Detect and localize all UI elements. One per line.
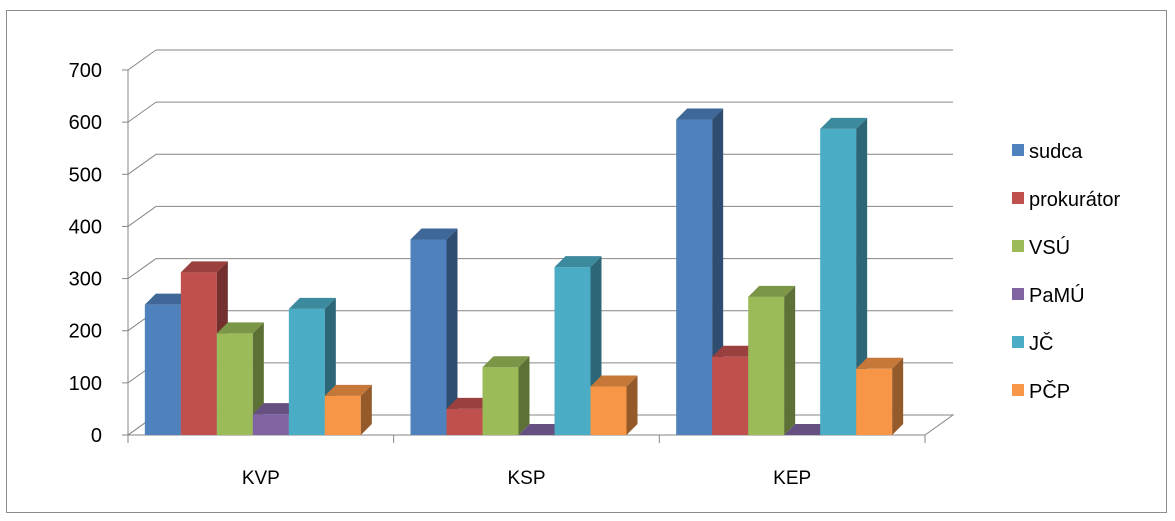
- bar-VSÚ-KEP: [748, 285, 796, 435]
- bar-front: [748, 296, 785, 435]
- bar-top: [180, 261, 228, 273]
- bar-front: [216, 333, 253, 435]
- chart-bars: [144, 108, 904, 436]
- bar-front: [554, 267, 591, 435]
- bar-VSÚ-KSP: [482, 356, 530, 435]
- bar-top: [712, 345, 760, 357]
- bar-top: [820, 117, 868, 129]
- y-tick-label: 400: [69, 216, 102, 238]
- y-tick-label: 700: [69, 60, 102, 82]
- legend-label: sudca: [1029, 141, 1083, 163]
- gridline-side: [127, 49, 157, 71]
- legend-swatch: [1012, 240, 1024, 252]
- bar-front: [590, 386, 627, 435]
- legend-label: VSÚ: [1029, 236, 1070, 259]
- bar-front: [712, 356, 749, 435]
- legend-label: prokurátor: [1029, 189, 1120, 211]
- bar-side: [446, 228, 458, 435]
- bar-front: [252, 414, 289, 435]
- legend-label: PaMÚ: [1029, 284, 1085, 307]
- bar-side: [856, 117, 868, 436]
- bar-sudca-KSP: [410, 228, 458, 435]
- gridline-side: [127, 101, 157, 123]
- legend-swatch: [1012, 144, 1024, 156]
- bar-front: [820, 128, 857, 435]
- bar-side: [784, 285, 796, 435]
- bar-top: [252, 403, 300, 415]
- bar-top: [856, 357, 904, 369]
- bar-top: [410, 228, 458, 240]
- bar-top: [518, 424, 566, 435]
- y-tick-label: 0: [91, 425, 102, 447]
- bar-PaMÚ-KEP: [784, 424, 832, 435]
- bar-sudca-KVP: [144, 293, 192, 435]
- bar-front: [446, 408, 483, 435]
- bar-top: [748, 285, 796, 297]
- legend-swatch: [1012, 384, 1024, 396]
- gridline-side: [127, 153, 157, 175]
- bar-top: [324, 384, 372, 396]
- bar-top: [676, 108, 724, 120]
- bar-top: [446, 397, 494, 409]
- bar-front: [676, 119, 713, 436]
- x-category-label: KVP: [242, 468, 280, 489]
- bar-side: [360, 384, 372, 435]
- bar-front: [144, 304, 181, 435]
- y-tick-label: 300: [69, 269, 102, 291]
- bar-top: [554, 256, 602, 268]
- bar-side: [626, 375, 638, 435]
- legend-swatch: [1012, 192, 1024, 204]
- legend-label: JČ: [1029, 332, 1053, 355]
- bar-PČP-KSP: [590, 375, 638, 435]
- bar-front: [180, 272, 217, 435]
- chart-axes: 0 100 200 300 400 500 600 700 KVP KSP KEP: [69, 60, 926, 489]
- bar-PČP-KEP: [856, 357, 904, 435]
- bar-front: [324, 395, 361, 435]
- bar-top: [784, 424, 832, 435]
- y-tick-label: 600: [69, 112, 102, 134]
- y-tick-label: 500: [69, 164, 102, 186]
- bar-top: [482, 356, 530, 368]
- gridline-side: [127, 258, 157, 279]
- bar-top: [216, 322, 264, 334]
- chart-legend: sudca prokurátor VSÚ PaMÚ JČ PČP: [1012, 141, 1120, 403]
- x-category-label: KSP: [507, 468, 545, 489]
- x-category-label: KEP: [773, 468, 811, 489]
- y-tick-label: 100: [69, 373, 102, 395]
- bar-front: [482, 367, 519, 435]
- bar-side: [518, 356, 530, 435]
- bar-JČ-KEP: [820, 117, 868, 436]
- legend-label: PČP: [1029, 380, 1070, 403]
- bar-front: [410, 239, 447, 435]
- gridline-side: [127, 206, 157, 227]
- bar-front: [856, 368, 893, 435]
- y-tick-label: 200: [69, 321, 102, 343]
- bar-top: [590, 375, 638, 387]
- bar-side: [892, 357, 904, 435]
- legend-swatch: [1012, 336, 1024, 348]
- legend-swatch: [1012, 288, 1024, 300]
- bar-PČP-KVP: [324, 384, 372, 435]
- bar-front: [288, 308, 325, 435]
- bar-top: [144, 293, 192, 305]
- bar-PaMÚ-KSP: [518, 424, 566, 435]
- bar-top: [288, 297, 336, 309]
